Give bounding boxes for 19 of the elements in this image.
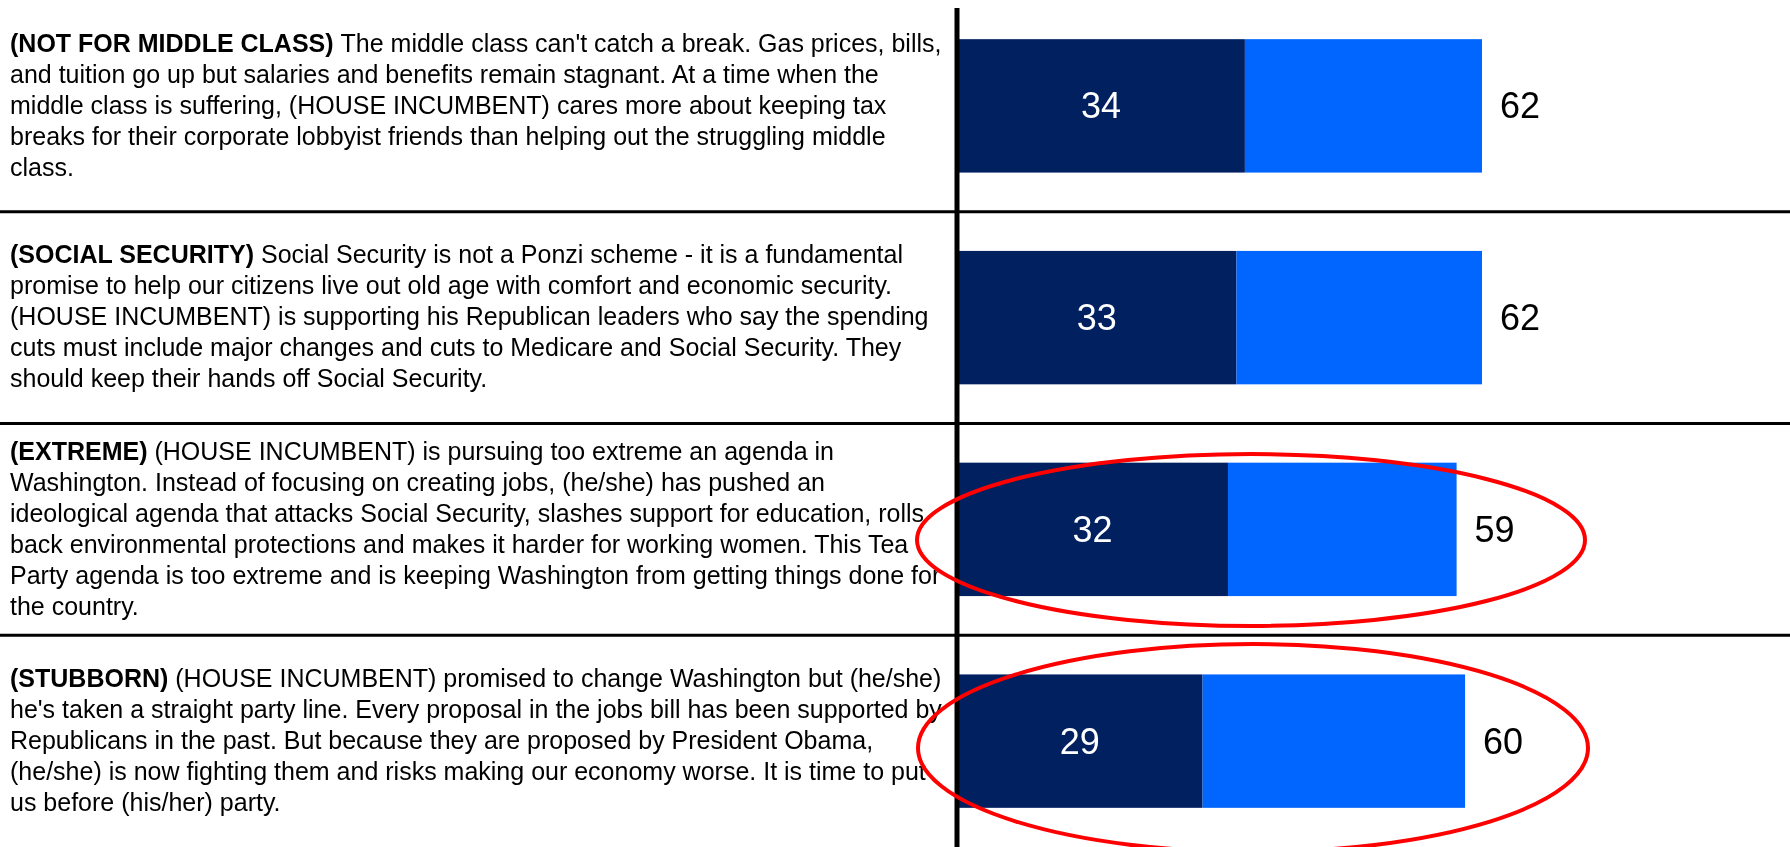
bar: [957, 39, 1245, 173]
category-label: (SOCIAL SECURITY) Social Security is not a Ponzi scheme - it is a fundamental promise to help our citizens live out old age with comfort and economic security. (HOUSE INCUMBENT) is supporting his Republican leaders who say the spending cuts must include major changes and cuts to Medicare and Social Security. They should keep their hands off Social Security.: [10, 240, 929, 393]
total-label: 60: [1483, 720, 1524, 762]
bar: [1202, 674, 1466, 808]
data-label: 33: [1076, 297, 1117, 339]
bar: [957, 250, 1237, 385]
data-label: 34: [1080, 85, 1121, 127]
total-label: 62: [1500, 297, 1541, 339]
data-label: 32: [1072, 508, 1113, 550]
total-label: 62: [1500, 85, 1541, 127]
total-label: 59: [1474, 508, 1515, 550]
data-label: 29: [1059, 720, 1100, 762]
bar: [957, 674, 1203, 808]
bar: [957, 462, 1228, 597]
bar: [1244, 39, 1482, 173]
category-label: (NOT FOR MIDDLE CLASS) The middle class can't catch a break. Gas prices, bills, and tuition go up but salaries and benefits remain stagnant. At a time when the middle class is suffering, (HOUSE INCUMBENT) cares more about keeping tax breaks for their corporate lobbyist friends than helping out the struggling middle class.: [10, 28, 942, 181]
bar: [1227, 462, 1457, 597]
category-label: (EXTREME) (HOUSE INCUMBENT) is pursuing too extreme an agenda in Washington. Instead of focusing on creating jobs, (he/she) has pushed an ideological agenda that attacks Social Security, slashes support for education, rolls back environmental protections and makes it harder for working women. This Tea Party agenda is too extreme and is keeping Washington from getting things done for the country.: [10, 436, 941, 620]
bar: [1236, 250, 1483, 385]
